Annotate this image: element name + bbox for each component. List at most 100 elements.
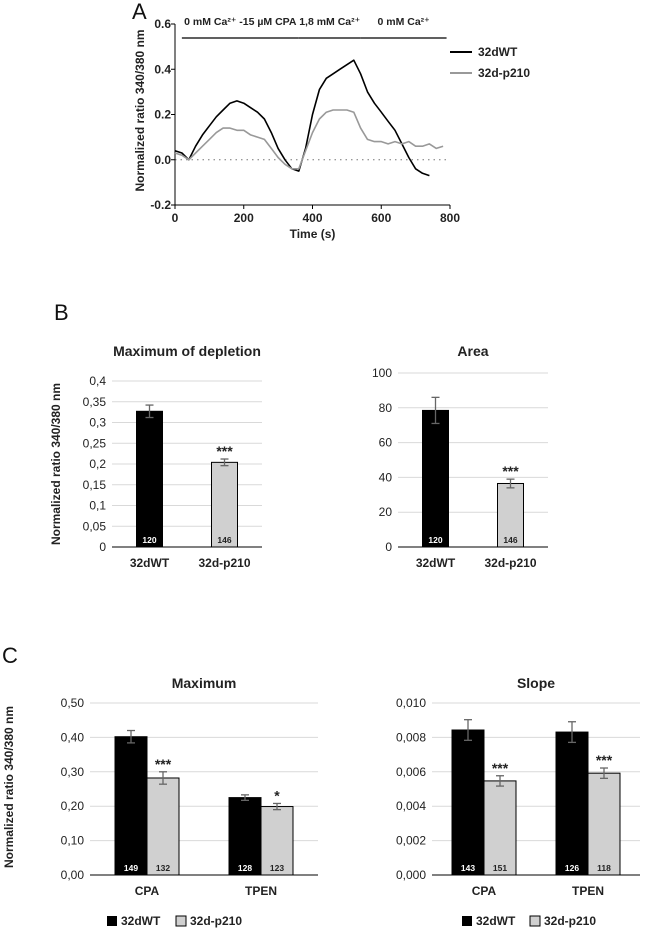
- x-tick-label: 400: [302, 211, 322, 225]
- series-line-32d-p210: [174, 109, 444, 170]
- legend-c-left: 32dWT 32d-p210: [107, 914, 242, 928]
- y-axis-label: Normalized ratio 340/380 nm: [2, 706, 16, 868]
- y-tick-label: 0: [385, 540, 392, 554]
- y-tick-label: 0.4: [154, 62, 171, 76]
- bar-n-label: 143: [461, 863, 475, 873]
- y-axis-label: Normalized ratio 340/380 nm: [133, 29, 147, 191]
- x-tick-label: TPEN: [245, 884, 277, 898]
- y-tick-label: 0,1: [89, 499, 106, 513]
- bar: [228, 797, 262, 876]
- bar: [422, 409, 449, 548]
- y-tick-label: 0,002: [396, 834, 426, 848]
- x-tick-label: 0: [172, 211, 179, 225]
- legend-label-32dwt: 32dWT: [476, 914, 516, 928]
- bar: [497, 482, 524, 548]
- x-tick-label: 32d-p210: [198, 556, 250, 570]
- panel-a-line-chart: -0.2 0.0 0.2 0.4 0.6 0 200 400 600 800 Time (s) Nor…: [133, 16, 530, 241]
- condition-label: 0 mM Ca²⁺ -15 µM CPA: [184, 16, 297, 28]
- y-tick-label: 20: [379, 505, 393, 519]
- bar-n-label: 146: [217, 535, 231, 545]
- bar: [146, 777, 180, 876]
- bar-n-label: 123: [270, 863, 284, 873]
- x-tick-label: 600: [371, 211, 391, 225]
- y-axis-label: Normalized ratio 340/380 nm: [49, 383, 63, 545]
- x-tick-label: 32dWT: [130, 556, 170, 570]
- y-tick-label: 0.0: [154, 153, 171, 167]
- y-tick-label: 0.2: [154, 108, 171, 122]
- y-tick-label: 0,00: [61, 868, 85, 882]
- y-tick-label: 0,010: [396, 696, 426, 710]
- bar-n-label: 151: [493, 863, 507, 873]
- y-tick-label: 0,20: [61, 799, 85, 813]
- x-tick-label: 32d-p210: [484, 556, 536, 570]
- y-tick-label: 0,2: [89, 457, 106, 471]
- x-axis-label: Time (s): [290, 227, 336, 241]
- bar-n-label: 146: [503, 535, 517, 545]
- x-tick-label: TPEN: [572, 884, 604, 898]
- bar-n-label: 120: [142, 535, 156, 545]
- legend-label-32dwt: 32dWT: [478, 45, 518, 59]
- panel-c-slope-chart: Slope 0,000 0,002 0,004 0,006 0,008 0,010 CPA 14…: [396, 675, 640, 898]
- y-tick-label: 40: [379, 470, 393, 484]
- legend-c-right: 32dWT 32d-p210: [462, 914, 596, 928]
- significance-label: ***: [155, 756, 172, 772]
- legend-swatch-32d-p210: [175, 915, 187, 927]
- bar-n-label: 120: [428, 535, 442, 545]
- legend-swatch-32dwt: [462, 916, 472, 926]
- y-tick-label: 0,25: [83, 436, 107, 450]
- significance-label: ***: [502, 463, 519, 479]
- chart-title: Slope: [517, 675, 555, 691]
- legend-label-32d-p210: 32d-p210: [544, 914, 596, 928]
- bar: [587, 772, 621, 876]
- bar: [114, 736, 148, 876]
- y-tick-label: 0,35: [83, 395, 107, 409]
- bar: [555, 731, 589, 876]
- y-tick-label: 80: [379, 401, 393, 415]
- y-tick-label: 0,3: [89, 416, 106, 430]
- panel-b-maximum-of-depletion-chart: Maximum of depletion 0 0,05 0,1 0,15 0,2 0,25 0…: [49, 343, 262, 570]
- y-tick-label: 0.6: [154, 17, 171, 31]
- significance-label: ***: [216, 443, 233, 459]
- bar-n-label: 149: [124, 863, 138, 873]
- legend-label-32dwt: 32dWT: [121, 914, 161, 928]
- y-tick-label: 0,40: [61, 730, 85, 744]
- x-tick-label: CPA: [135, 884, 160, 898]
- y-tick-label: 0,30: [61, 765, 85, 779]
- condition-label: 0 mM Ca²⁺: [377, 16, 429, 28]
- y-tick-label: 100: [372, 366, 392, 380]
- bar: [451, 729, 485, 876]
- panel-label-c: C: [2, 643, 18, 668]
- chart-title: Maximum: [172, 675, 237, 691]
- panel-label-a: A: [132, 0, 147, 24]
- bar-n-label: 128: [238, 863, 252, 873]
- panel-b-area-chart: Area 0 20 40 60 80 100 32dWT 120 32d-p210 146 ***: [372, 343, 548, 570]
- y-tick-label: -0.2: [150, 198, 171, 212]
- y-tick-label: 0,006: [396, 765, 426, 779]
- significance-label: *: [274, 787, 280, 803]
- panel-c-maximum-chart: Maximum 0,00 0,10 0,20 0,30 0,40 0,50 Normalize…: [2, 675, 318, 898]
- y-tick-label: 0,10: [61, 834, 85, 848]
- y-tick-label: 0,15: [83, 478, 107, 492]
- bar-n-label: 126: [565, 863, 579, 873]
- y-tick-label: 0,004: [396, 799, 426, 813]
- x-tick-label: 200: [234, 211, 254, 225]
- bar: [136, 410, 163, 548]
- bar-n-label: 118: [597, 863, 611, 873]
- bar: [260, 806, 294, 876]
- x-tick-label: 800: [440, 211, 460, 225]
- condition-label: 1,8 mM Ca²⁺: [299, 16, 360, 28]
- significance-label: ***: [492, 760, 509, 776]
- bar-n-label: 132: [156, 863, 170, 873]
- y-tick-label: 0,000: [396, 868, 426, 882]
- legend-swatch-32dwt: [107, 916, 117, 926]
- x-tick-label: CPA: [472, 884, 497, 898]
- panel-label-b: B: [54, 300, 69, 325]
- x-tick-label: 32dWT: [416, 556, 456, 570]
- chart-title: Maximum of depletion: [113, 343, 261, 359]
- significance-label: ***: [596, 752, 613, 768]
- y-tick-label: 0,50: [61, 696, 85, 710]
- y-tick-label: 0,4: [89, 374, 106, 388]
- y-tick-label: 0,05: [83, 519, 107, 533]
- y-tick-label: 60: [379, 436, 393, 450]
